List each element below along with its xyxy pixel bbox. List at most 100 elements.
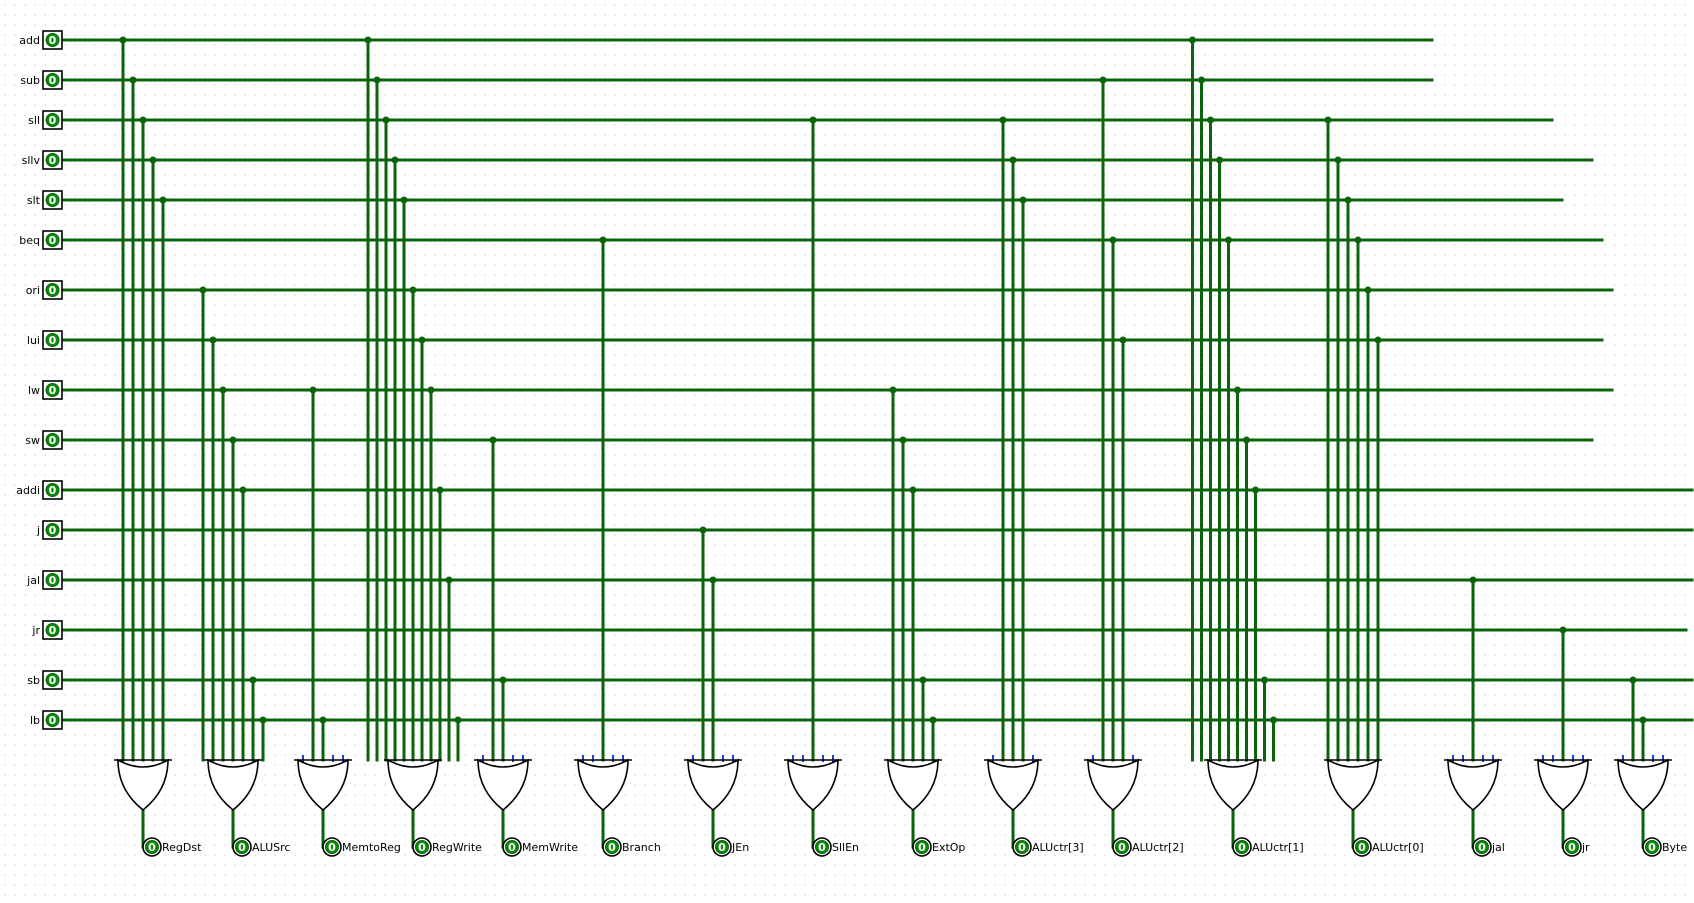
or-gate-body-MemtoReg: [297, 758, 349, 812]
junction-ALUctr0-sllv: [1334, 156, 1342, 164]
output-pin-ALUctr1[interactable]: 0 ALUctr[1]: [1232, 837, 1304, 857]
or-gate-MemtoReg[interactable]: [294, 758, 352, 812]
or-gate-jal[interactable]: [1444, 758, 1502, 812]
input-pin-jr[interactable]: jr 0: [31, 620, 63, 640]
output-pin-jr[interactable]: 0 jr: [1562, 837, 1590, 857]
input-label-sw: sw: [25, 434, 40, 447]
output-led-RegDst: [145, 840, 159, 854]
junction-ALUctr1-sub: [1198, 76, 1205, 84]
junction-RegDst-sub: [129, 76, 137, 84]
output-label-Branch: Branch: [622, 841, 661, 854]
output-label-RegWrite: RegWrite: [432, 841, 482, 854]
input-led-sll: [45, 113, 60, 127]
output-pin-ALUctr3[interactable]: 0 ALUctr[3]: [1012, 837, 1084, 857]
or-gate-SllEn[interactable]: [784, 758, 842, 812]
output-value-ALUctr2: 0: [1118, 841, 1126, 854]
input-pin-lui[interactable]: lui 0: [27, 330, 63, 350]
output-value-ALUctr0: 0: [1358, 841, 1366, 854]
input-pin-beq[interactable]: beq 0: [19, 230, 63, 250]
junction-MemtoReg-lb: [319, 716, 327, 724]
or-gate-body-ALUctr0: [1327, 758, 1379, 812]
junction-RegWrite-sub: [373, 76, 381, 84]
junction-ALUctr1-beq: [1225, 236, 1232, 244]
input-value-sll: 0: [49, 114, 57, 127]
or-gate-ALUctr0[interactable]: [1324, 758, 1382, 812]
or-gate-body-ALUSrc: [207, 758, 259, 812]
input-pin-sw[interactable]: sw 0: [25, 430, 63, 450]
input-led-sllv: [45, 153, 60, 167]
or-gate-Byte[interactable]: [1614, 758, 1672, 812]
output-pin-Byte[interactable]: 0 Byte: [1642, 837, 1687, 857]
input-pin-sllv[interactable]: sllv 0: [22, 150, 63, 170]
junction-jal-jal: [1469, 576, 1477, 584]
input-pin-slt[interactable]: slt 0: [27, 190, 63, 210]
junction-JEn-j: [699, 526, 707, 534]
junction-Byte-lb: [1639, 716, 1647, 724]
input-pin-sb[interactable]: sb 0: [27, 670, 63, 690]
input-led-j: [45, 523, 60, 537]
input-pin-ori[interactable]: ori 0: [26, 280, 63, 300]
or-gate-MemWrite[interactable]: [474, 758, 532, 812]
input-label-slt: slt: [27, 194, 41, 207]
junction-RegWrite-sll: [382, 116, 390, 124]
junction-ALUctr1-sb: [1261, 676, 1268, 684]
input-label-sb: sb: [27, 674, 40, 687]
output-pin-jal[interactable]: 0 jal: [1472, 837, 1505, 857]
junction-ALUctr2-beq: [1109, 236, 1117, 244]
junction-RegDst-add: [119, 36, 127, 44]
junction-RegDst-sllv: [149, 156, 157, 164]
output-pin-RegDst[interactable]: 0 RegDst: [142, 837, 202, 857]
or-gate-Branch[interactable]: [574, 758, 632, 812]
input-pin-lb[interactable]: lb 0: [30, 710, 63, 730]
output-pin-MemWrite[interactable]: 0 MemWrite: [502, 837, 578, 857]
input-value-beq: 0: [49, 234, 57, 247]
junction-ExtOp-sb: [919, 676, 927, 684]
output-label-ALUctr0: ALUctr[0]: [1372, 841, 1424, 854]
input-pin-jal[interactable]: jal 0: [26, 570, 63, 590]
or-gate-jr[interactable]: [1534, 758, 1592, 812]
input-led-jal: [45, 573, 60, 587]
junction-ALUSrc-lui: [209, 336, 217, 344]
input-pin-addi[interactable]: addi 0: [16, 480, 63, 500]
output-pin-ALUctr2[interactable]: 0 ALUctr[2]: [1112, 837, 1184, 857]
or-gate-ALUctr2[interactable]: [1084, 758, 1142, 812]
output-pin-Branch[interactable]: 0 Branch: [602, 837, 661, 857]
junction-ALUSrc-lb: [259, 716, 267, 724]
input-pin-add[interactable]: add 0: [19, 30, 63, 50]
input-pin-sub[interactable]: sub 0: [20, 70, 63, 90]
or-gate-ALUctr1[interactable]: [1204, 758, 1262, 812]
output-label-ALUSrc: ALUSrc: [252, 841, 290, 854]
input-pin-lw[interactable]: lw 0: [28, 380, 63, 400]
output-pin-ALUSrc[interactable]: 0 ALUSrc: [232, 837, 290, 857]
input-led-addi: [45, 483, 60, 497]
output-pin-RegWrite[interactable]: 0 RegWrite: [412, 837, 482, 857]
output-value-SllEn: 0: [818, 841, 826, 854]
output-led-ALUSrc: [235, 840, 249, 854]
input-label-beq: beq: [19, 234, 40, 247]
output-pin-ALUctr0[interactable]: 0 ALUctr[0]: [1352, 837, 1424, 857]
junction-ALUctr3-sll: [999, 116, 1007, 124]
or-gate-RegWrite[interactable]: [384, 758, 442, 812]
input-led-sb: [45, 673, 60, 687]
or-gate-body-jal: [1447, 758, 1499, 812]
junction-ALUSrc-sw: [229, 436, 237, 444]
output-pin-SllEn[interactable]: 0 SllEn: [812, 837, 859, 857]
input-label-j: j: [36, 524, 40, 537]
or-gate-JEn[interactable]: [684, 758, 742, 812]
output-led-JEn: [715, 840, 729, 854]
or-gate-RegDst[interactable]: [114, 758, 172, 812]
or-gate-body-ALUctr1: [1207, 758, 1259, 812]
junction-ExtOp-sw: [899, 436, 907, 444]
junction-ExtOp-lw: [889, 386, 897, 394]
output-pin-MemtoReg[interactable]: 0 MemtoReg: [322, 837, 401, 857]
or-gate-ALUSrc[interactable]: [204, 758, 262, 812]
or-gate-ExtOp[interactable]: [884, 758, 942, 812]
input-pin-sll[interactable]: sll 0: [28, 110, 63, 130]
output-pin-JEn[interactable]: 0 JEn: [712, 837, 749, 857]
or-gate-ALUctr3[interactable]: [984, 758, 1042, 812]
input-value-jr: 0: [49, 624, 57, 637]
output-pin-ExtOp[interactable]: 0 ExtOp: [912, 837, 965, 857]
